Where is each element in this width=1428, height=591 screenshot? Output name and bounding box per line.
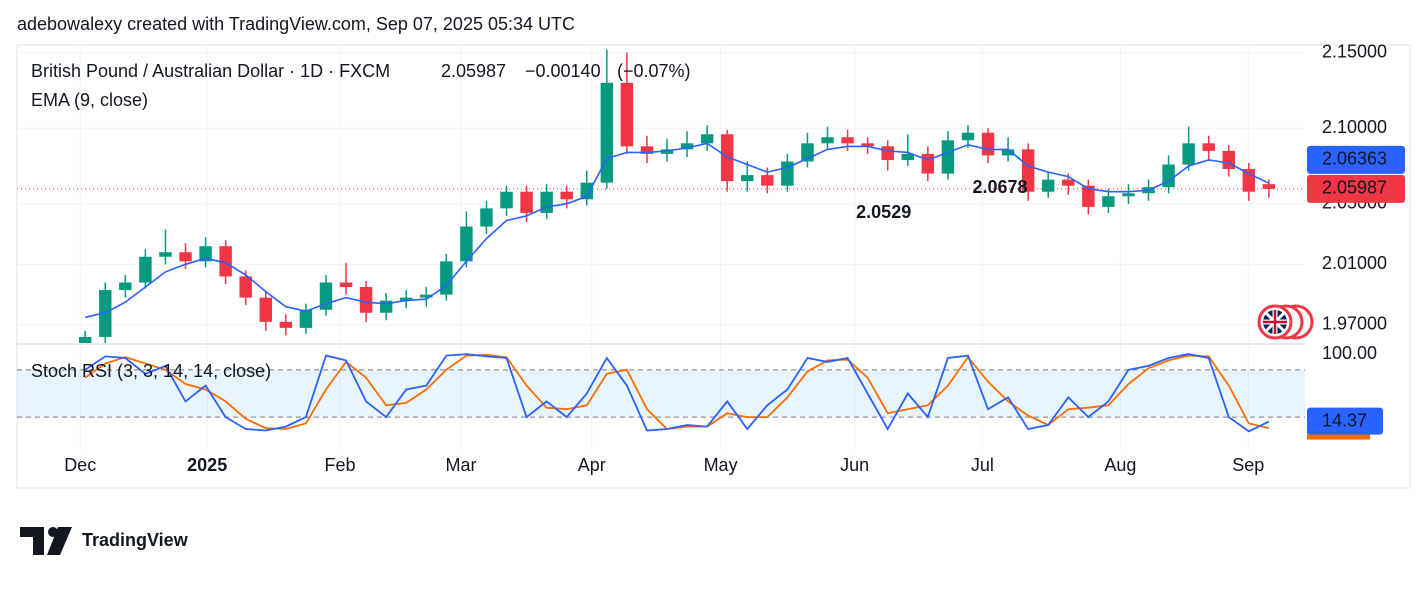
candle-body	[821, 137, 834, 144]
flag-icon	[1257, 304, 1314, 340]
candle-body	[1102, 196, 1115, 207]
price-badge	[1307, 174, 1405, 203]
logo	[20, 527, 72, 555]
candle-body	[520, 191, 533, 213]
x-tick-label: Mar	[445, 455, 476, 475]
candle-body	[139, 256, 152, 283]
legend-change: −0.00140	[525, 61, 601, 81]
y-tick-label: 2.01000	[1322, 253, 1387, 273]
logo-t	[20, 527, 44, 555]
candle-body	[480, 208, 493, 227]
candle-body	[399, 297, 413, 301]
candle-body	[440, 261, 453, 295]
candle-body	[761, 175, 774, 186]
candle-body	[961, 132, 975, 141]
y-tick-label: 1.97000	[1322, 314, 1387, 334]
candle-body	[179, 252, 192, 262]
candle-body	[1001, 149, 1015, 156]
candles	[17, 49, 1305, 343]
y-tick-label: 2.15000	[1322, 41, 1387, 61]
x-tick-label: Sep	[1232, 455, 1264, 475]
candle-body	[359, 287, 373, 313]
candle-body	[500, 191, 513, 209]
candle-body	[1062, 179, 1075, 186]
candle-body	[580, 182, 593, 200]
candle-body	[199, 246, 212, 262]
candle-body	[159, 252, 172, 257]
candle-body	[1222, 150, 1235, 170]
x-tick-label: Feb	[324, 455, 355, 475]
candle-body	[1242, 169, 1256, 192]
candle-body	[259, 297, 272, 322]
x-tick-label: Dec	[64, 455, 96, 475]
x-tick-label: 2025	[187, 455, 227, 475]
candle-body	[219, 246, 232, 277]
k-badge	[1307, 407, 1383, 435]
price-badge-label: 2.05987	[1322, 178, 1387, 198]
stoch-line	[84, 353, 1270, 433]
candle-body	[1041, 179, 1055, 192]
candle-body	[299, 309, 313, 328]
candle-body	[1021, 149, 1035, 192]
candle-body	[901, 153, 914, 160]
candle-body	[460, 226, 473, 262]
candle-body	[881, 146, 894, 160]
candle-body	[861, 143, 874, 147]
candle-body	[119, 282, 132, 291]
x-tick-label: Aug	[1104, 455, 1136, 475]
logo-slash	[47, 527, 72, 555]
brand: TradingView	[82, 530, 189, 550]
x-tick-label: May	[704, 455, 738, 475]
candle-body	[620, 82, 634, 147]
candle-body	[741, 175, 754, 182]
pane-title: Stoch RSI (3, 3, 14, 14, close)	[31, 361, 271, 381]
k-badge-label: 14.37	[1322, 410, 1367, 430]
candle-body	[1162, 164, 1175, 188]
ema-legend: EMA (9, close)	[31, 90, 148, 110]
ema-line	[85, 142, 1270, 319]
annotation: 2.0678	[973, 177, 1028, 197]
candle-body	[1122, 193, 1135, 197]
legend-last: 2.05987	[441, 61, 506, 81]
candle-body	[78, 336, 92, 343]
annotation: 2.0529	[856, 202, 911, 222]
candle-body	[841, 137, 854, 144]
x-tick-label: Jun	[840, 455, 869, 475]
x-tick-label: Apr	[578, 455, 606, 475]
candle-body	[1202, 143, 1215, 151]
candle-body	[540, 191, 553, 213]
candle-body	[1182, 143, 1195, 165]
candle-body	[339, 282, 353, 288]
ema-badge	[1307, 145, 1405, 174]
d-badge	[1307, 431, 1370, 440]
candle-body	[640, 146, 654, 154]
flag-cross-red	[1263, 310, 1287, 334]
candle-body	[420, 294, 433, 298]
y-tick-label: 2.10000	[1322, 117, 1387, 137]
candle-body	[921, 153, 935, 174]
candle-body	[1262, 184, 1276, 189]
y-tick-label: 100.00	[1322, 343, 1377, 363]
chart-frame	[16, 44, 1411, 489]
plot: Dec 2025 Feb Mar Apr May Jun Jul Aug Sep 1.97000 2.…	[17, 41, 1405, 475]
stoch-lines	[84, 353, 1270, 433]
candle-body	[700, 134, 714, 144]
candle-body	[560, 191, 573, 200]
candle-body	[1082, 185, 1095, 207]
credit: adebowalexy created with TradingView.com…	[17, 14, 575, 34]
legend-change-pct: (−0.07%)	[617, 61, 691, 81]
candle-body	[941, 140, 955, 174]
candle-body	[680, 143, 694, 150]
candle-body	[981, 132, 995, 156]
ema-badge-label: 2.06363	[1322, 149, 1387, 169]
chart-title: British Pound / Australian Dollar · 1D ·…	[31, 61, 390, 81]
candle-body	[279, 321, 293, 328]
band	[17, 369, 1305, 418]
candle-body	[239, 276, 252, 298]
x-tick-label: Jul	[971, 455, 994, 475]
